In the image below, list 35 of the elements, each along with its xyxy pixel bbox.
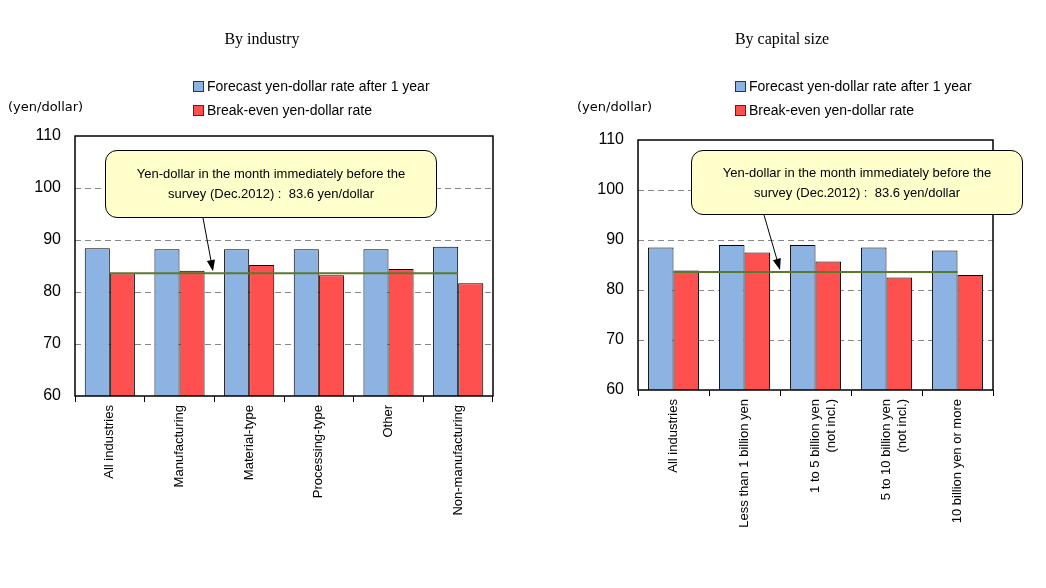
callout: Yen-dollar in the month immediately before the survey (Dec.2012) : 83.6 yen/dollar [105,150,437,218]
y-tick-label: 60 [606,380,625,398]
y-tick-label: 70 [43,334,62,352]
x-tick-label: All industries [101,404,117,479]
x-tick-label: Non-manufacturing [449,405,465,516]
x-tick-label: Manufacturing [171,405,187,488]
legend-label: Break-even yen-dollar rate [749,102,914,118]
chart-title: By industry [224,30,300,48]
legend-label: Forecast yen-dollar rate after 1 year [207,78,430,94]
y-tick-label: 80 [606,280,625,298]
callout: Yen-dollar in the month immediately before the survey (Dec.2012) : 83.6 yen/dollar [691,150,1023,215]
y-tick-label: 80 [43,282,62,300]
y-axis-title: (yen/dollar) [8,99,84,114]
x-tick-label: Material-type [240,405,256,481]
x-tick-label: Less than 1 billion yen [736,399,752,528]
x-tick-label: 10 billion yen or more [949,399,965,524]
chart-title: By capital size [734,30,830,48]
x-tick-label: 1 to 5 billion yen (not incl.) [807,399,838,493]
x-tick-label: Processing-type [310,405,326,499]
annotation: Yen-dollar in the month immediately before the survey (Dec.2012) : 83.6 yen/dollar [721,163,993,202]
y-tick-label: 90 [43,230,62,248]
x-tick-label: Other [380,404,396,438]
y-axis-title: (yen/dollar) [577,99,653,114]
x-tick-label: All industries [665,398,681,473]
legend-label: Break-even yen-dollar rate [207,102,372,118]
annotation: Yen-dollar in the month immediately before the survey (Dec.2012) : 83.6 yen/dollar [135,165,407,203]
y-tick-label: 100 [34,178,62,196]
y-tick-label: 90 [606,230,625,248]
y-tick-label: 110 [598,130,625,148]
y-tick-label: 100 [597,180,625,198]
x-tick-label: 5 to 10 billion yen (not incl.) [878,399,909,501]
y-tick-label: 70 [606,330,625,348]
y-tick-label: 60 [43,386,62,404]
legend-label: Forecast yen-dollar rate after 1 year [749,78,972,94]
y-tick-label: 110 [35,126,62,144]
